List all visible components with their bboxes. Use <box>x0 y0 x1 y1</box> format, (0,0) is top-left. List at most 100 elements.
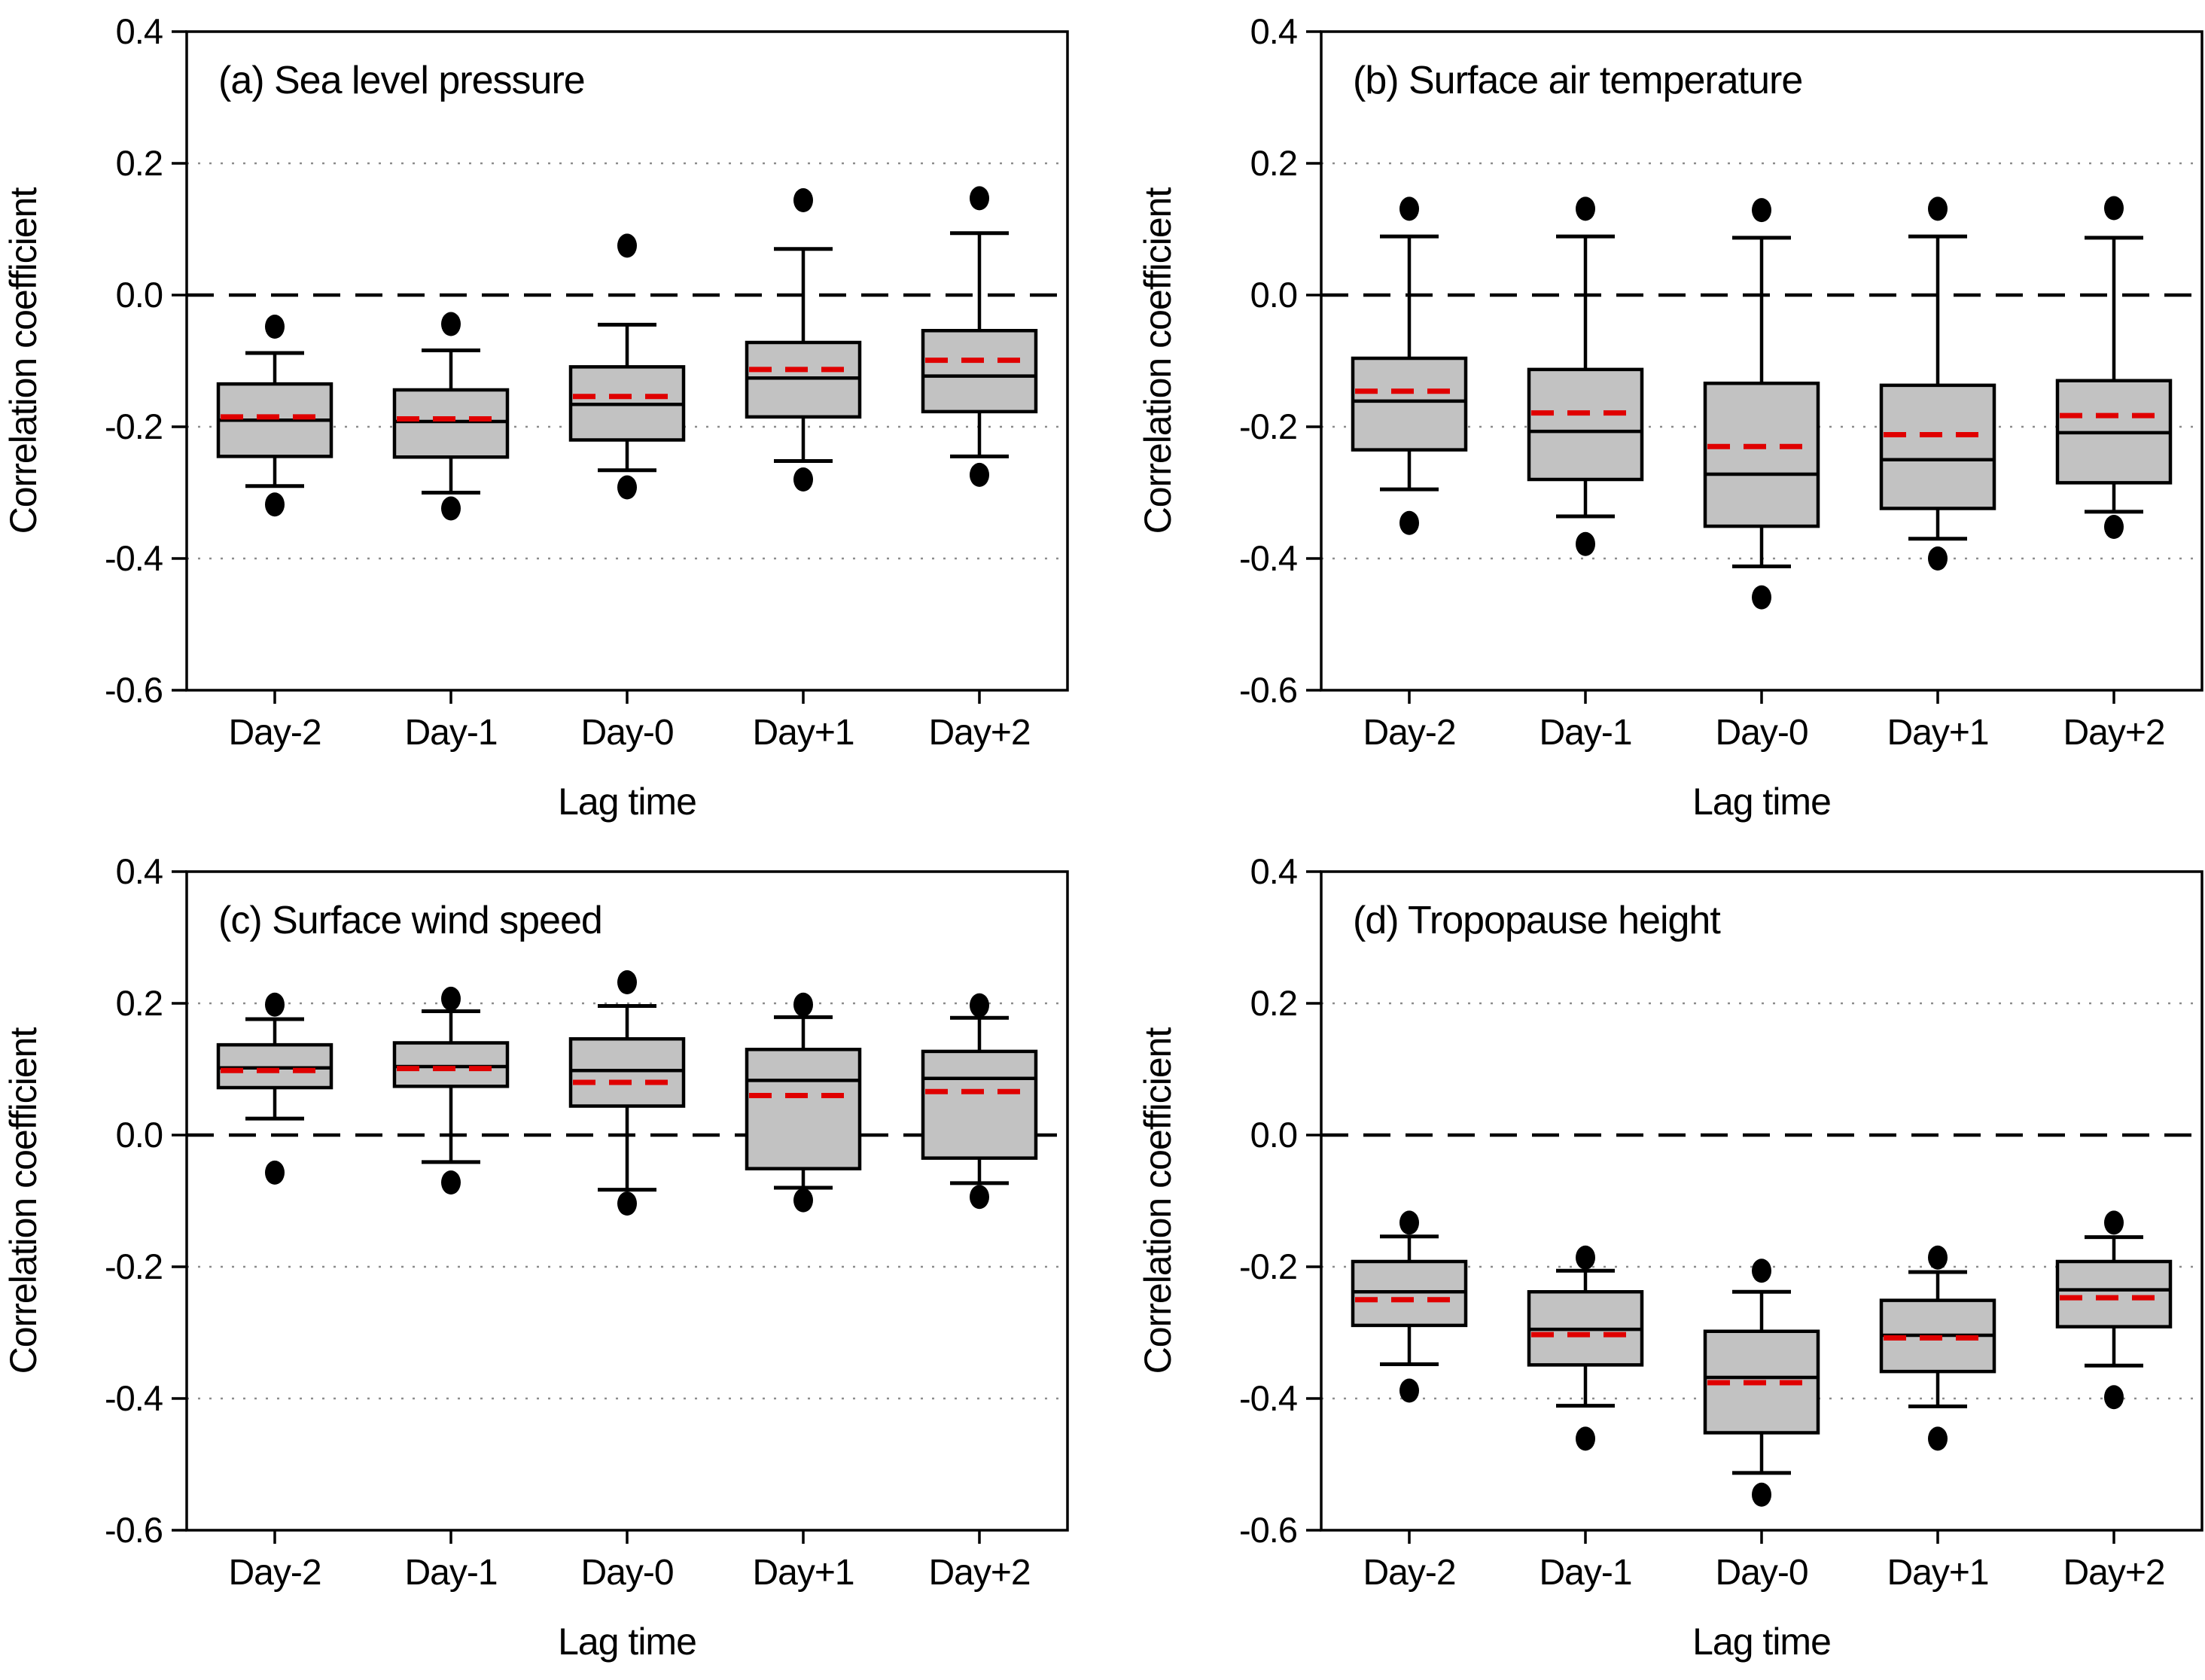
boxplot-chart-a: 0.4 0.2 0.0 -0.2 -0.4 -0.6 Day-2 Day-1 Day-0 Day+… <box>2 11 1069 823</box>
y-tick-label: -0.6 <box>105 1510 163 1550</box>
box <box>1351 356 1468 452</box>
outlier-dot <box>1752 585 1771 610</box>
outlier-dot <box>1576 196 1595 221</box>
outlier-dot <box>1399 196 1419 221</box>
x-tick-label: Day-1 <box>1539 713 1631 753</box>
y-tick-label: -0.2 <box>1239 406 1297 446</box>
y-tick-label: 0.0 <box>1250 275 1297 315</box>
x-tick-label: Day-2 <box>1363 1553 1455 1593</box>
x-tick-label: Day+2 <box>928 1553 1030 1593</box>
outlier-dot <box>1752 1258 1771 1283</box>
outlier-dot <box>1928 1426 1948 1451</box>
x-tick-label: Day+2 <box>2063 1553 2164 1593</box>
panel-surface-air-temperature: 0.4 0.2 0.0 -0.2 -0.4 -0.6 Day-2 Day-1 Day-0 Day+… <box>1102 0 2205 840</box>
box <box>1879 383 1996 510</box>
y-tick-label: -0.6 <box>105 670 163 710</box>
outlier-dot <box>2104 515 2124 539</box>
outlier-dot <box>1399 1210 1419 1235</box>
y-tick-label: -0.2 <box>105 1246 163 1286</box>
outlier-dot <box>1399 1378 1419 1403</box>
box <box>1703 382 1820 528</box>
outlier-dot <box>1928 196 1948 221</box>
y-tick-label: -0.4 <box>1239 538 1297 578</box>
outlier-dot <box>441 496 461 521</box>
x-tick-label: Day+1 <box>1887 713 1988 753</box>
box <box>392 1041 510 1088</box>
box <box>921 329 1038 414</box>
outlier-dot <box>2104 1385 2124 1410</box>
x-tick-label: Day+1 <box>1887 1553 1988 1593</box>
boxplot-chart-c: 0.4 0.2 0.0 -0.2 -0.4 -0.6 Day-2 Day-1 Day-0 Day+… <box>2 851 1069 1663</box>
x-tick-label: Day-0 <box>1715 1553 1808 1593</box>
y-axis-label: Correlation coefficient <box>2 187 44 534</box>
outlier-dot <box>265 1160 285 1185</box>
outlier-dot <box>2104 196 2124 221</box>
outlier-dot <box>1752 198 1771 223</box>
outlier-dot <box>793 188 813 212</box>
x-axis-label: Lag time <box>1692 781 1831 823</box>
x-tick-label: Day+2 <box>2063 713 2164 753</box>
y-tick-label: 0.2 <box>116 983 163 1023</box>
panel-tropopause-height: 0.4 0.2 0.0 -0.2 -0.4 -0.6 Day-2 Day-1 Day-0 Day+… <box>1102 840 2205 1680</box>
y-tick-label: -0.4 <box>105 538 163 578</box>
y-tick-label: -0.6 <box>1239 1510 1297 1550</box>
boxplot-chart-b: 0.4 0.2 0.0 -0.2 -0.4 -0.6 Day-2 Day-1 Day-0 Day+… <box>1137 11 2203 823</box>
outlier-dot <box>265 492 285 517</box>
y-tick-label: 0.4 <box>116 851 163 891</box>
outlier-dot <box>617 475 637 500</box>
outlier-dot <box>265 315 285 339</box>
y-tick-label: -0.4 <box>105 1378 163 1418</box>
x-tick-label: Day+2 <box>928 713 1030 753</box>
y-tick-label: 0.4 <box>1250 11 1297 51</box>
outlier-dot <box>617 970 637 994</box>
y-axis-label: Correlation coefficient <box>2 1027 44 1374</box>
box <box>921 1049 1038 1160</box>
y-tick-label: -0.6 <box>1239 670 1297 710</box>
x-axis-label: Lag time <box>558 781 696 823</box>
y-tick-label: 0.0 <box>116 1115 163 1155</box>
panel-surface-wind-speed: 0.4 0.2 0.0 -0.2 -0.4 -0.6 Day-2 Day-1 Day-0 Day+… <box>0 840 1103 1680</box>
outlier-dot <box>441 1170 461 1195</box>
x-tick-label: Day-2 <box>228 713 321 753</box>
y-tick-label: 0.0 <box>116 275 163 315</box>
panel-sea-level-pressure: 0.4 0.2 0.0 -0.2 -0.4 -0.6 Day-2 Day-1 Day-0 Day+… <box>0 0 1103 840</box>
outlier-dot <box>793 467 813 492</box>
y-axis-label: Correlation coefficient <box>1137 1027 1179 1374</box>
outlier-dot <box>2104 1210 2124 1235</box>
outlier-dot <box>441 312 461 336</box>
boxplot-chart-d: 0.4 0.2 0.0 -0.2 -0.4 -0.6 Day-2 Day-1 Day-0 Day+… <box>1137 851 2203 1663</box>
y-tick-label: 0.4 <box>116 11 163 51</box>
outlier-dot <box>1576 531 1595 556</box>
y-tick-label: 0.2 <box>1250 143 1297 183</box>
outlier-dot <box>617 233 637 258</box>
box <box>2055 1259 2173 1328</box>
outlier-dot <box>1399 510 1419 535</box>
x-tick-label: Day-1 <box>404 713 497 753</box>
x-tick-label: Day-2 <box>1363 713 1455 753</box>
panel-title: (b) Surface air temperature <box>1353 59 1802 102</box>
panel-title: (c) Surface wind speed <box>218 899 602 942</box>
x-tick-label: Day-0 <box>1715 713 1808 753</box>
box <box>745 1048 862 1170</box>
outlier-dot <box>970 462 989 487</box>
y-tick-label: 0.0 <box>1250 1115 1297 1155</box>
outlier-dot <box>1928 546 1948 571</box>
x-tick-label: Day-2 <box>228 1553 321 1593</box>
outlier-dot <box>970 993 989 1018</box>
x-axis-label: Lag time <box>558 1621 696 1663</box>
outlier-dot <box>1752 1482 1771 1507</box>
x-tick-label: Day+1 <box>752 1553 854 1593</box>
y-tick-label: -0.2 <box>1239 1246 1297 1286</box>
y-tick-label: 0.4 <box>1250 851 1297 891</box>
outlier-dot <box>441 986 461 1011</box>
x-tick-label: Day-1 <box>404 1553 497 1593</box>
x-tick-label: Day+1 <box>752 713 854 753</box>
box <box>568 1037 686 1108</box>
x-tick-label: Day-0 <box>580 1553 673 1593</box>
y-axis-label: Correlation coefficient <box>1137 187 1179 534</box>
outlier-dot <box>970 186 989 211</box>
panel-title: (d) Tropopause height <box>1353 899 1721 942</box>
outlier-dot <box>970 1185 989 1210</box>
outlier-dot <box>793 1188 813 1213</box>
